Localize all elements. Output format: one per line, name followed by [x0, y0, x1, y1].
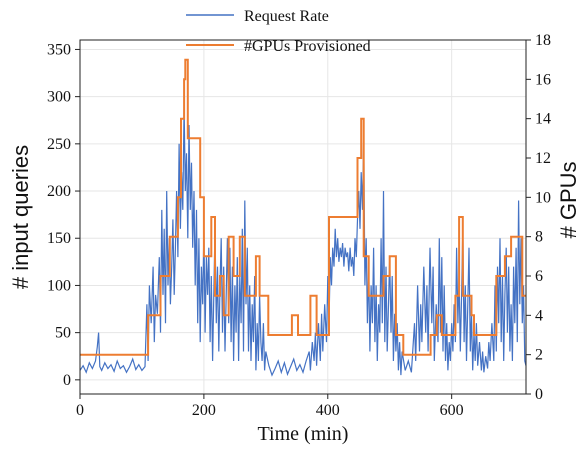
x-tick-label: 600	[440, 402, 464, 419]
plot-frame	[79, 39, 527, 395]
series-line-gpus-provisioned	[80, 58, 526, 356]
y-right-tick-label: 6	[535, 268, 543, 285]
y-left-tick-label: 50	[55, 325, 71, 342]
y-right-tick-label: 14	[535, 111, 551, 128]
legend-label-gpus-provisioned: #GPUs Provisioned	[244, 38, 371, 55]
y-left-tick-label: 350	[47, 41, 71, 58]
y-right-tick-label: 10	[535, 189, 551, 206]
y-left-tick-label: 200	[47, 183, 71, 200]
y-axis-left: 0 50 100 150 200 250 300 350	[47, 41, 80, 389]
y-right-tick-label: 16	[535, 71, 551, 88]
y-right-tick-label: 0	[535, 386, 543, 403]
y-axis-right: 0 2 4 6 8 10 12 14 16 18	[526, 32, 551, 403]
x-axis-label: Time (min)	[258, 423, 349, 445]
legend-label-request-rate: Request Rate	[244, 8, 329, 25]
x-tick-label: 400	[316, 402, 340, 419]
y-right-tick-label: 4	[535, 307, 543, 324]
y-right-tick-label: 12	[535, 150, 551, 167]
x-tick-label: 0	[76, 402, 84, 419]
legend: Request Rate #GPUs Provisioned	[186, 8, 371, 55]
y-left-tick-label: 250	[47, 136, 71, 153]
y-axis-right-label: # GPUs	[556, 161, 581, 238]
y-axis-left-label: # input queries	[8, 145, 33, 289]
y-left-tick-label: 150	[47, 230, 71, 247]
y-left-tick-label: 0	[63, 372, 71, 389]
y-right-tick-label: 2	[535, 347, 543, 364]
plot-area	[79, 58, 527, 377]
y-right-tick-label: 18	[535, 32, 551, 49]
x-axis: 0 200 400 600	[76, 394, 464, 419]
y-right-tick-label: 8	[535, 229, 543, 246]
y-left-tick-label: 100	[47, 277, 71, 294]
x-tick-label: 200	[192, 402, 216, 419]
y-left-tick-label: 300	[47, 89, 71, 106]
